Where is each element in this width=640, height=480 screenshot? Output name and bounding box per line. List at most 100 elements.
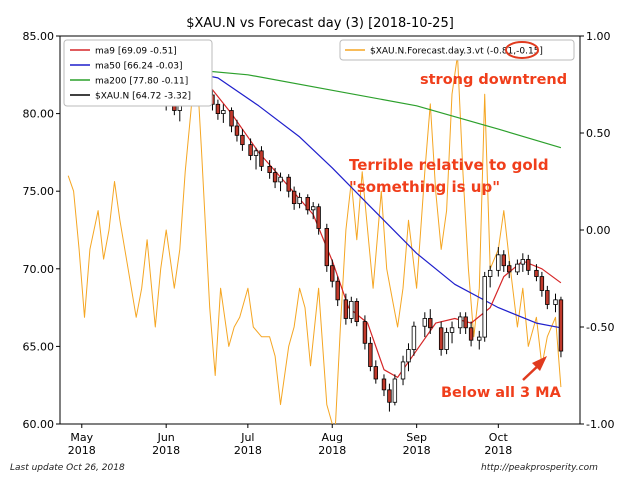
candle-body xyxy=(526,259,531,271)
y-left-tick-label: 60.00 xyxy=(23,418,55,431)
candle-body xyxy=(373,366,379,380)
candle xyxy=(330,259,335,288)
candle-body xyxy=(553,299,558,305)
candle-body xyxy=(253,150,259,156)
candle xyxy=(267,160,272,179)
candle xyxy=(387,383,392,412)
candle xyxy=(411,321,417,356)
x-tick-label-month: Oct xyxy=(489,431,509,444)
x-tick-label-year: 2018 xyxy=(484,444,512,457)
candle-body xyxy=(520,259,526,265)
candle xyxy=(305,194,310,215)
last-update-text: Last update Oct 26, 2018 xyxy=(10,463,125,473)
candle xyxy=(240,129,245,151)
candle-body xyxy=(324,228,330,267)
x-tick-label-month: May xyxy=(70,431,93,444)
ma9-line xyxy=(179,74,562,378)
candle-body xyxy=(558,299,564,352)
candle xyxy=(362,315,368,350)
candle-body xyxy=(362,321,368,344)
candle-body xyxy=(406,349,411,363)
candle-body xyxy=(354,300,359,322)
y-left-tick-label: 65.00 xyxy=(23,340,55,353)
candle-body xyxy=(463,316,468,329)
y-right-tick-label: 0.50 xyxy=(586,127,611,140)
candle-body xyxy=(545,290,550,305)
y-left-tick-label: 70.00 xyxy=(23,263,55,276)
y-right-tick-label: 0.00 xyxy=(586,224,611,237)
candle-body xyxy=(349,300,354,319)
x-tick-label-month: Sep xyxy=(406,431,427,444)
candle-body xyxy=(335,280,340,301)
candle-body xyxy=(515,263,520,273)
candle xyxy=(368,337,373,372)
candle xyxy=(458,312,463,334)
candle xyxy=(487,265,493,288)
candle xyxy=(496,247,501,277)
legend-left: ma9 [69.09 -0.51] ma50 [66.24 -0.03] ma200… xyxy=(63,39,213,107)
candle-body xyxy=(215,103,221,115)
source-url-text: http://peakprosperity.com xyxy=(481,463,598,473)
y-right-tick-label: -1.00 xyxy=(586,418,614,431)
candle xyxy=(381,374,387,397)
candle xyxy=(229,107,234,133)
candle xyxy=(221,104,226,123)
candle xyxy=(428,309,433,334)
x-tick-label-month: Jul xyxy=(240,431,254,444)
candle xyxy=(343,293,349,325)
legend-label: $XAU.N [64.72 -3.32] xyxy=(95,92,191,102)
candle-body xyxy=(400,361,406,380)
candle xyxy=(477,330,482,350)
candle-body xyxy=(444,332,449,350)
candle xyxy=(335,276,340,307)
candle xyxy=(297,192,302,209)
legend-label: $XAU.N.Forecast.day.3.vt (-0.81,-0.15] xyxy=(370,47,543,57)
legend-right: $XAU.N.Forecast.day.3.vt (-0.81,-0.15] xyxy=(339,39,575,61)
candle xyxy=(215,99,221,120)
candle xyxy=(520,253,526,272)
candle xyxy=(316,203,321,235)
y-left-tick-label: 75.00 xyxy=(23,185,55,198)
candle xyxy=(482,271,487,342)
candle-body xyxy=(267,165,272,173)
candle xyxy=(534,264,539,282)
candle xyxy=(507,261,512,279)
candle xyxy=(444,327,449,355)
candle xyxy=(558,296,564,358)
candle-body xyxy=(411,325,417,350)
x-tick-label-month: Aug xyxy=(322,431,343,444)
y-right-tick-label: 1.00 xyxy=(586,30,611,43)
candle-body xyxy=(291,190,297,205)
ma50-line xyxy=(179,69,562,329)
legend-highlight-value: -0.81 xyxy=(490,47,513,57)
candle-body xyxy=(482,276,487,338)
candle-body xyxy=(297,197,302,205)
candle xyxy=(278,172,283,192)
candle xyxy=(449,321,455,344)
candle xyxy=(324,223,330,272)
legend-prefix: $XAU.N.Forecast.day.3.vt ( xyxy=(370,47,490,57)
candle-body xyxy=(259,150,264,167)
candle-body xyxy=(387,389,392,403)
legend-right-box xyxy=(339,39,575,61)
candle-body xyxy=(272,172,278,183)
candle-body xyxy=(428,318,433,329)
forecast-line xyxy=(67,54,562,424)
candle xyxy=(392,374,398,406)
candle-body xyxy=(316,206,321,229)
chart-title: $XAU.N vs Forecast day (3) [2018-10-25] xyxy=(186,16,454,31)
candle xyxy=(539,271,545,297)
candle-body xyxy=(286,176,291,192)
annotation-arrow-head xyxy=(532,356,547,371)
candle xyxy=(463,312,468,334)
x-tick-label-year: 2018 xyxy=(152,444,180,457)
candle-body xyxy=(248,144,253,156)
candle-body xyxy=(496,254,501,271)
annotation-something-up: "something is up" xyxy=(349,178,500,196)
candle xyxy=(272,167,278,189)
candle-body xyxy=(458,316,463,329)
annotation-below-ma: Below all 3 MA xyxy=(441,385,562,401)
candle-body xyxy=(234,125,240,136)
candle xyxy=(286,174,291,198)
candle-body xyxy=(330,265,335,282)
